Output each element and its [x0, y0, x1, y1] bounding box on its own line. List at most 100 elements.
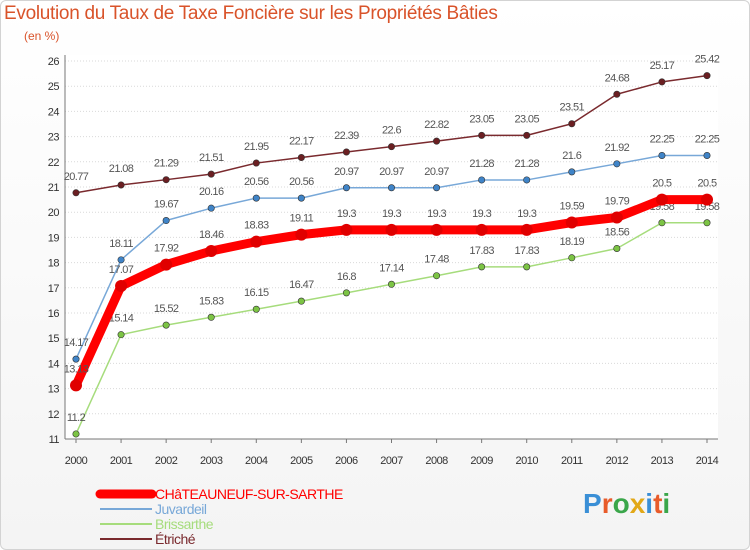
logo-letter: i [662, 488, 671, 519]
data-label: 19.3 [517, 208, 536, 220]
legend-item: Juvardeil [100, 501, 207, 517]
data-point [658, 78, 666, 86]
data-label: 21.29 [154, 158, 179, 170]
data-label: 18.19 [560, 236, 585, 248]
data-point [297, 194, 305, 202]
data-point [340, 223, 353, 236]
data-point [613, 90, 621, 98]
data-point [658, 219, 666, 227]
data-label: 19.3 [427, 208, 446, 220]
data-point [478, 131, 486, 139]
y-tick-label: 21 [48, 182, 60, 194]
data-label: 20.56 [244, 176, 269, 188]
legend-label: CHâTEAUNEUF-SUR-SARTHE [155, 486, 343, 502]
data-label: 18.11 [109, 238, 133, 250]
data-point [523, 263, 531, 271]
x-tick-label: 2007 [380, 455, 403, 467]
data-point [433, 272, 441, 280]
data-point [162, 176, 170, 184]
x-tick-label: 2013 [651, 455, 674, 467]
x-tick-label: 2002 [155, 455, 178, 467]
legend-item: CHâTEAUNEUF-SUR-SARTHE [95, 486, 344, 502]
data-point [430, 223, 443, 236]
data-label: 22.25 [695, 134, 720, 146]
y-tick-label: 14 [48, 358, 60, 370]
y-tick-label: 17 [48, 283, 60, 295]
legend-label: Brissarthe [155, 516, 214, 532]
data-point [72, 189, 80, 197]
data-point [205, 245, 218, 258]
data-point [387, 184, 395, 192]
data-point [250, 235, 263, 248]
data-label: 22.17 [289, 136, 314, 148]
data-point [523, 131, 531, 139]
series-3: 13.13 17.07 17.92 18.46 18.83 19.11 19.3 19.3 19… [64, 178, 718, 392]
data-label: 18.46 [199, 229, 224, 241]
data-label: 17.14 [379, 262, 404, 274]
legend-item: Étriché [100, 531, 196, 547]
data-label: 16.8 [337, 271, 356, 283]
x-tick-label: 2012 [606, 455, 629, 467]
y-tick-label: 24 [48, 106, 60, 118]
data-label: 22.82 [424, 119, 449, 131]
logo-letter: x [629, 488, 646, 519]
logo-letter: o [612, 488, 630, 519]
data-point [252, 194, 260, 202]
data-label: 17.07 [109, 264, 134, 276]
data-label: 20.56 [289, 176, 314, 188]
data-point [117, 256, 125, 264]
data-point [703, 152, 711, 160]
y-tick-label: 16 [48, 308, 60, 320]
data-point [478, 176, 486, 184]
data-point [295, 228, 308, 241]
data-point [613, 160, 621, 168]
x-tick-label: 2011 [561, 455, 583, 467]
y-tick-label: 19 [48, 232, 60, 244]
y-tick-label: 11 [49, 434, 60, 446]
data-label: 22.6 [382, 125, 401, 137]
data-point [207, 204, 215, 212]
x-tick-label: 2008 [425, 455, 448, 467]
data-label: 20.77 [64, 171, 89, 183]
data-label: 20.5 [697, 178, 716, 190]
data-point [387, 143, 395, 151]
series-0: 20.77 21.08 21.29 21.51 21.95 22.17 22.39 22.6 2… [64, 54, 720, 197]
x-tick-label: 2004 [245, 455, 268, 467]
data-point [703, 219, 711, 227]
data-point [252, 159, 260, 167]
data-point [610, 211, 623, 224]
y-tick-label: 23 [48, 132, 60, 144]
logo-letter: P [583, 488, 602, 519]
data-label: 21.28 [514, 158, 539, 170]
data-label: 18.56 [605, 226, 630, 238]
data-label: 15.52 [154, 303, 179, 315]
data-point [565, 216, 578, 229]
data-label: 13.13 [64, 363, 89, 375]
series-1: 14.17 18.11 19.67 20.16 20.56 20.56 20.97 20.97… [64, 134, 720, 363]
y-tick-label: 22 [48, 157, 60, 169]
chart-grid [65, 55, 718, 440]
y-tick-label: 25 [48, 81, 60, 93]
chart-title: Evolution du Taux de Taxe Foncière sur l… [4, 3, 498, 24]
x-tick-label: 2010 [515, 455, 538, 467]
data-point [115, 280, 128, 293]
x-tick-label: 2001 [110, 455, 133, 467]
data-label: 19.59 [560, 201, 585, 213]
data-label: 21.95 [244, 141, 269, 153]
x-tick-label: 2014 [696, 455, 719, 467]
data-label: 20.5 [652, 178, 671, 190]
legend-item: Brissarthe [100, 516, 214, 532]
y-tick-label: 26 [48, 56, 60, 68]
chart-legend: CHâTEAUNEUF-SUR-SARTHEJuvardeilBrissarth… [95, 486, 344, 547]
y-tick-label: 18 [48, 258, 60, 270]
data-label: 16.47 [289, 279, 314, 291]
data-point [70, 379, 82, 392]
data-label: 19.11 [289, 213, 313, 225]
data-point [72, 355, 80, 363]
data-point [433, 184, 441, 192]
data-point [342, 289, 350, 297]
data-label: 19.3 [337, 208, 356, 220]
data-point [478, 263, 486, 271]
logo-letter: r [601, 488, 613, 519]
